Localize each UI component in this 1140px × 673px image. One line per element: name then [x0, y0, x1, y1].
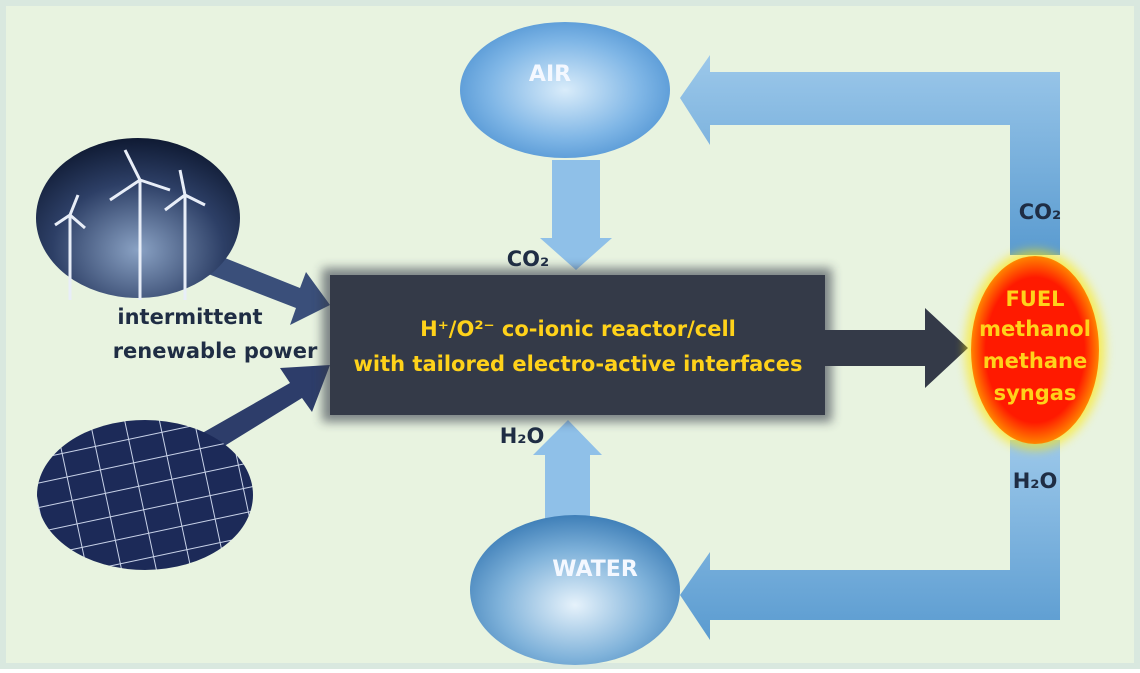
fuel-label: methanol	[979, 317, 1091, 341]
power-label: renewable power	[113, 339, 318, 363]
reactor-label: H⁺/O²⁻ co-ionic reactor/cell	[420, 317, 736, 341]
air-label: AIR	[529, 62, 571, 87]
fuel-label: methane	[983, 349, 1087, 373]
reactor-label: with tailored electro-active interfaces	[354, 352, 803, 376]
water-node	[470, 515, 680, 665]
diagram: AIR WATER intermittent renewable power H…	[0, 0, 1140, 669]
fuel-label: syngas	[994, 381, 1077, 405]
reactor-node	[330, 275, 825, 415]
edge-label: H₂O	[1013, 469, 1058, 493]
fuel-label: FUEL	[1005, 287, 1064, 311]
power-label: intermittent	[117, 305, 262, 329]
water-label: WATER	[552, 557, 638, 582]
edge-label: CO₂	[507, 247, 549, 271]
solar-node	[37, 420, 253, 570]
air-node	[460, 22, 670, 158]
edge-label: H₂O	[500, 424, 545, 448]
edge-label: CO₂	[1019, 200, 1061, 224]
